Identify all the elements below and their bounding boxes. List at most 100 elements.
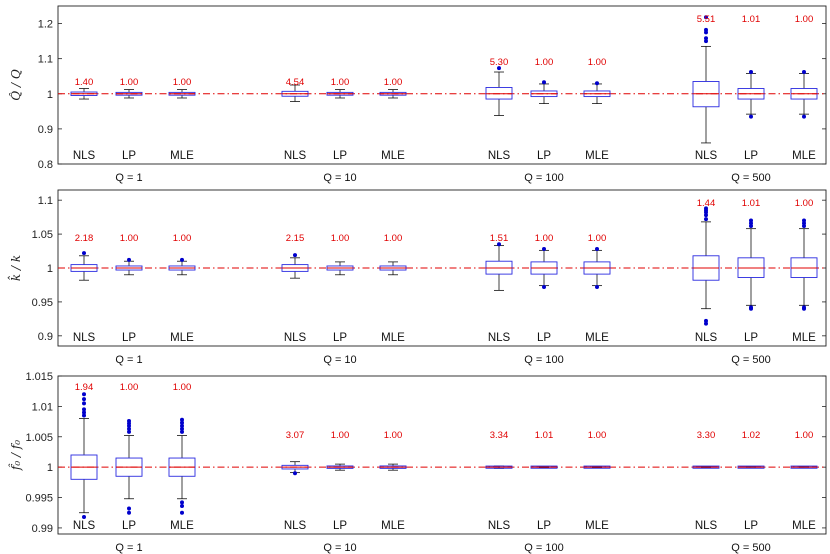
group-label: Q = 1 — [115, 354, 142, 366]
box-Q1-mle-ratio-label: 1.00 — [173, 233, 192, 244]
method-label-nls: NLS — [73, 150, 96, 162]
box-Q1-lp-outlier — [127, 257, 131, 262]
box-Q1-nls-outlier — [82, 407, 86, 412]
method-label-mle: MLE — [792, 150, 816, 162]
box-Q500-mle-ratio-label: 1.00 — [795, 14, 814, 25]
ytick-label: 1.015 — [25, 371, 53, 383]
method-label-lp: LP — [333, 520, 347, 532]
box-Q100-lp-ratio-label: 1.00 — [535, 57, 554, 68]
box-Q1-mle-ratio-label: 1.00 — [173, 382, 192, 393]
box-Q500-nls-outlier — [704, 36, 708, 41]
box-Q10-nls-ratio-label: 3.07 — [286, 430, 305, 441]
box-Q1-nls-outlier — [82, 397, 86, 402]
y-axis-label: f̂₀ / f₀ — [7, 440, 23, 471]
box-Q500-lp-outlier — [749, 70, 753, 75]
method-label-mle: MLE — [170, 150, 194, 162]
ytick-label: 1.01 — [32, 401, 53, 413]
group-label: Q = 1 — [115, 542, 142, 554]
box-Q1-mle-outlier — [180, 257, 184, 262]
group-label: Q = 10 — [323, 354, 356, 366]
box-Q1-mle-outlier — [180, 420, 184, 425]
box-Q500-mle-outlier — [802, 305, 806, 310]
box-Q10-lp-ratio-label: 1.00 — [331, 77, 350, 88]
method-label-lp: LP — [333, 332, 347, 344]
ytick-label: 0.8 — [38, 159, 53, 171]
method-label-mle: MLE — [585, 150, 609, 162]
method-label-nls: NLS — [488, 332, 511, 344]
box-Q10-nls-outlier — [293, 253, 297, 258]
box-Q1-nls-outlier — [82, 251, 86, 256]
box-Q1-nls-outlier — [82, 401, 86, 406]
group-label: Q = 500 — [731, 354, 770, 366]
ytick-label: 0.9 — [38, 331, 53, 343]
ytick-label: 1.05 — [32, 229, 53, 241]
box-Q100-lp-ratio-label: 1.01 — [535, 430, 554, 441]
method-label-lp: LP — [537, 520, 551, 532]
box-Q10-nls-ratio-label: 4.54 — [286, 77, 305, 88]
box-Q500-nls-outlier — [704, 15, 708, 20]
box-Q10-lp-ratio-label: 1.00 — [331, 430, 350, 441]
box-Q1-mle-outlier — [180, 500, 184, 505]
method-label-mle: MLE — [381, 520, 405, 532]
method-label-lp: LP — [122, 520, 136, 532]
box-Q500-mle-ratio-label: 1.00 — [795, 430, 814, 441]
box-Q1-nls-outlier — [82, 410, 86, 415]
method-label-nls: NLS — [488, 150, 511, 162]
axes-frame-1 — [57, 5, 827, 165]
box-Q100-mle-ratio-label: 1.00 — [588, 57, 607, 68]
method-label-lp: LP — [122, 150, 136, 162]
group-label: Q = 10 — [323, 542, 356, 554]
ytick-label: 1.005 — [25, 432, 53, 444]
y-axis-label: k̂ / k — [6, 255, 23, 281]
box-Q1-mle-outlier — [180, 423, 184, 428]
box-Q100-nls-ratio-label: 3.34 — [490, 430, 509, 441]
method-label-lp: LP — [744, 332, 758, 344]
ytick-label: 1.1 — [38, 54, 53, 66]
box-Q1-mle-ratio-label: 1.00 — [173, 77, 192, 88]
method-label-lp: LP — [537, 332, 551, 344]
box-Q500-lp-ratio-label: 1.02 — [742, 430, 761, 441]
box-Q100-mle-ratio-label: 1.00 — [588, 430, 607, 441]
ytick-label: 1 — [47, 263, 53, 275]
method-label-nls: NLS — [488, 520, 511, 532]
box-Q100-nls-iqr — [485, 87, 513, 100]
method-label-lp: LP — [333, 150, 347, 162]
box-Q500-nls-ratio-label: 3.30 — [697, 430, 716, 441]
method-label-nls: NLS — [695, 150, 718, 162]
box-Q500-lp-outlier — [749, 114, 753, 119]
box-Q500-nls-outlier — [704, 39, 708, 44]
box-Q100-lp-ratio-label: 1.00 — [535, 233, 554, 244]
method-label-mle: MLE — [381, 150, 405, 162]
box-Q1-lp-outlier — [127, 506, 131, 511]
group-label: Q = 100 — [524, 542, 563, 554]
box-Q500-nls-outlier — [704, 206, 708, 211]
method-label-mle: MLE — [170, 332, 194, 344]
box-Q500-mle-outlier — [802, 114, 806, 119]
box-Q500-mle-ratio-label: 1.00 — [795, 198, 814, 209]
ytick-label: 1 — [47, 462, 53, 474]
box-Q100-lp-outlier — [542, 80, 546, 85]
box-Q1-mle-outlier — [180, 417, 184, 422]
box-Q1-lp-outlier — [127, 510, 131, 515]
method-label-lp: LP — [744, 520, 758, 532]
box-Q100-lp-outlier — [542, 284, 546, 289]
box-Q500-nls-ratio-label: 1.44 — [697, 198, 716, 209]
method-label-nls: NLS — [695, 520, 718, 532]
box-Q500-nls-outlier — [704, 318, 708, 323]
method-label-nls: NLS — [73, 332, 96, 344]
ytick-label: 0.99 — [32, 523, 53, 535]
box-Q1-mle-outlier — [180, 426, 184, 431]
box-Q10-mle-ratio-label: 1.00 — [384, 77, 403, 88]
group-label: Q = 100 — [524, 354, 563, 366]
box-Q1-lp-outlier — [127, 418, 131, 423]
box-Q1-lp-ratio-label: 1.00 — [120, 77, 139, 88]
box-Q500-nls-ratio-label: 5.51 — [697, 14, 716, 25]
method-label-lp: LP — [122, 332, 136, 344]
box-Q10-mle-ratio-label: 1.00 — [384, 233, 403, 244]
group-label: Q = 10 — [323, 172, 356, 184]
box-Q10-mle-ratio-label: 1.00 — [384, 430, 403, 441]
method-label-mle: MLE — [381, 332, 405, 344]
method-label-mle: MLE — [170, 520, 194, 532]
box-Q500-lp-outlier — [749, 218, 753, 223]
